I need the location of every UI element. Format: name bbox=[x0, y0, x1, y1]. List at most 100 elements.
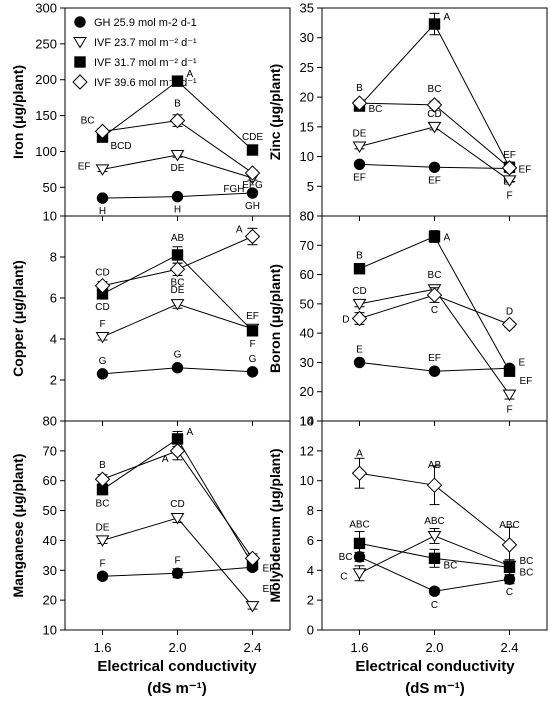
y-axis-label-zinc: Zinc (μg/plant) bbox=[267, 64, 283, 160]
y-axis-label-iron: Iron (μg/plant) bbox=[10, 65, 26, 159]
legend-marker-IVF39 bbox=[72, 74, 88, 90]
y-tick-label-zinc-4: 20 bbox=[300, 90, 314, 105]
y-tick-label-molybdenum-4: 8 bbox=[307, 503, 314, 518]
y-tick-label-iron-0: 10 bbox=[43, 209, 57, 224]
x-axis-titles: Electrical conductivity (dS m⁻¹) Electri… bbox=[97, 658, 515, 697]
y-tick-label-manganese-7: 80 bbox=[43, 414, 57, 429]
data-point-copper-GH-1 bbox=[171, 362, 184, 374]
legend-entry-IVF23: IVF 23.7 mol m⁻² d⁻¹ bbox=[73, 37, 197, 49]
significance-letter-iron-IVF31-1: A bbox=[187, 69, 194, 80]
y-tick-label-zinc-1: 5 bbox=[307, 179, 314, 194]
y-tick-label-manganese-2: 30 bbox=[43, 563, 57, 578]
significance-letter-copper-IVF39-2: A bbox=[236, 225, 243, 236]
y-tick-label-molybdenum-7: 14 bbox=[300, 414, 314, 429]
legend-label-IVF39: IVF 39.6 mol m⁻² d⁻¹ bbox=[94, 77, 197, 89]
y-tick-label-boron-3: 40 bbox=[300, 326, 314, 341]
data-point-molybdenum-IVF39-0 bbox=[351, 465, 368, 481]
y-tick-label-molybdenum-1: 2 bbox=[307, 593, 314, 608]
series-molybdenum-IVF39: A AB ABC bbox=[351, 448, 520, 564]
significance-letter-iron-GH-1: H bbox=[174, 205, 181, 216]
data-point-zinc-GH-1 bbox=[428, 161, 441, 173]
data-point-iron-GH-2 bbox=[246, 187, 259, 199]
legend-marker-IVF31 bbox=[74, 56, 86, 68]
y-tick-label-zinc-2: 10 bbox=[300, 149, 314, 164]
series-zinc-IVF39: B BC EF bbox=[351, 83, 518, 176]
data-point-copper-IVF39-0 bbox=[94, 277, 111, 294]
y-tick-label-zinc-0: 0 bbox=[307, 209, 314, 224]
data-point-molybdenum-IVF23-1 bbox=[427, 530, 442, 543]
y-tick-label-copper-2: 6 bbox=[50, 291, 57, 306]
data-point-boron-IVF31-0 bbox=[353, 263, 366, 275]
y-tick-label-iron-2: 100 bbox=[35, 144, 57, 159]
significance-letter-copper-IVF31-2: F bbox=[249, 339, 255, 350]
significance-letter-copper-GH-1: G bbox=[174, 350, 182, 361]
y-tick-label-molybdenum-6: 12 bbox=[300, 443, 314, 458]
y-tick-label-manganese-1: 20 bbox=[43, 593, 57, 608]
significance-letter-molybdenum-IVF39-2: ABC bbox=[499, 520, 520, 531]
significance-letter-manganese-GH-0: F bbox=[99, 558, 105, 569]
significance-letter-copper-IVF31-1: AB bbox=[171, 233, 185, 244]
y-tick-label-manganese-5: 60 bbox=[43, 473, 57, 488]
data-point-iron-IVF23-1 bbox=[170, 150, 185, 162]
y-tick-label-manganese-6: 70 bbox=[43, 443, 57, 458]
significance-letter-iron-IVF23-1: DE bbox=[171, 163, 185, 174]
data-point-manganese-IVF23-0 bbox=[95, 535, 110, 547]
data-point-iron-IVF31-2 bbox=[246, 144, 259, 156]
data-point-iron-IVF23-0 bbox=[95, 164, 110, 176]
x-axis-title-left-line2: (dS m⁻¹) bbox=[147, 680, 207, 697]
data-point-molybdenum-GH-2 bbox=[503, 573, 516, 585]
data-point-copper-IVF39-2 bbox=[244, 228, 261, 245]
significance-letter-manganese-GH-1: F bbox=[174, 555, 180, 566]
y-tick-label-zinc-6: 30 bbox=[300, 30, 314, 45]
significance-letter-copper-IVF23-0: F bbox=[99, 319, 105, 330]
significance-letter-boron-IVF31-1: A bbox=[444, 233, 451, 244]
significance-letter-manganese-IVF31-1: A bbox=[187, 427, 194, 438]
series-copper-GH: GG G bbox=[96, 350, 259, 380]
legend-entry-GH: GH 25.9 mol m-2 d-1 bbox=[74, 16, 197, 29]
data-point-zinc-IVF23-2 bbox=[502, 175, 517, 187]
data-point-manganese-GH-1 bbox=[171, 567, 184, 579]
data-point-iron-IVF39-1 bbox=[169, 112, 186, 129]
series-copper-IVF23: F DE EF bbox=[95, 285, 260, 344]
x-tick-label-molybdenum-1: 2.0 bbox=[425, 640, 443, 655]
x-axis-title-left-line1: Electrical conductivity bbox=[97, 658, 257, 675]
data-point-copper-IVF39-1 bbox=[169, 261, 186, 278]
significance-letter-zinc-IVF23-0: DE bbox=[353, 128, 367, 139]
data-point-boron-GH-1 bbox=[428, 365, 441, 377]
significance-letter-iron-IVF23-0: EF bbox=[78, 161, 91, 172]
x-axis-title-right-line1: Electrical conductivity bbox=[355, 658, 515, 675]
significance-letter-molybdenum-IVF31-1: BC bbox=[444, 560, 458, 571]
series-iron-IVF23: EF DE FGH bbox=[78, 150, 260, 195]
significance-letter-molybdenum-IVF23-0: C bbox=[340, 571, 347, 582]
significance-letter-copper-IVF39-1: BC bbox=[171, 277, 185, 288]
significance-letter-molybdenum-GH-2: C bbox=[506, 587, 513, 598]
significance-letter-copper-IVF23-2: EF bbox=[246, 311, 259, 322]
significance-letter-iron-IVF31-2: CDE bbox=[242, 132, 263, 143]
y-tick-label-copper-0: 2 bbox=[50, 373, 57, 388]
significance-letter-iron-IVF23-2: FGH bbox=[223, 184, 244, 195]
significance-letter-manganese-GH-2: EF bbox=[263, 563, 276, 574]
y-tick-label-boron-7: 80 bbox=[300, 209, 314, 224]
significance-letter-boron-IVF23-2: F bbox=[506, 405, 512, 416]
significance-letter-zinc-IVF39-2: EF bbox=[503, 150, 516, 161]
series-boron-IVF31: B A EF bbox=[353, 230, 532, 387]
series-manganese-IVF23: DE CD EF bbox=[95, 499, 275, 613]
significance-letter-copper-IVF31-0: CD bbox=[95, 302, 109, 313]
legend-label-IVF31: IVF 31.7 mol m⁻² d⁻¹ bbox=[94, 57, 197, 69]
data-point-boron-IVF23-0 bbox=[352, 298, 367, 311]
legend: GH 25.9 mol m-2 d-1 IVF 23.7 mol m⁻² d⁻¹ I… bbox=[72, 16, 197, 90]
y-tick-label-molybdenum-0: 0 bbox=[307, 623, 314, 638]
series-zinc-IVF23: DE CD F bbox=[353, 109, 517, 201]
data-point-copper-IVF23-1 bbox=[170, 299, 185, 311]
x-tick-label-manganese-2: 2.4 bbox=[243, 640, 261, 655]
data-point-manganese-IVF39-0 bbox=[94, 471, 111, 487]
y-tick-label-boron-5: 60 bbox=[300, 267, 314, 282]
data-point-boron-IVF39-0 bbox=[351, 310, 368, 327]
y-tick-label-manganese-3: 40 bbox=[43, 533, 57, 548]
data-point-zinc-IVF23-1 bbox=[427, 121, 442, 134]
significance-letter-zinc-IVF31-2: EF bbox=[519, 164, 532, 175]
